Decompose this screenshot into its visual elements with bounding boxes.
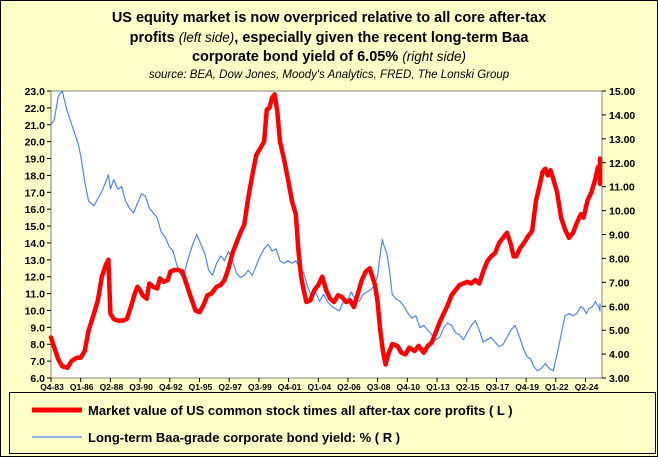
- x-tick-label: Q2-97: [218, 382, 242, 391]
- legend-label-baa-yield: Long-term Baa-grade corporate bond yield…: [88, 429, 401, 445]
- x-tick-label: Q3-99: [248, 382, 272, 391]
- left-tick-label: 11.0: [25, 289, 45, 301]
- x-tick-label: Q4-92: [159, 382, 183, 391]
- x-axis: Q4-83 Q1-86 Q2-88 Q3-90 Q4-92 Q1-95 Q2-97 Q3-99…: [40, 378, 599, 391]
- legend-item-stock-profits: Market value of US common stock times al…: [10, 400, 513, 420]
- x-tick-label: Q4-01: [278, 382, 302, 391]
- chart-title-line-2: profits (left side), especially given th…: [1, 30, 657, 46]
- series-line-baa-yield: [50, 90, 601, 372]
- x-tick-label: Q1-22: [545, 382, 569, 391]
- right-tick-label: 8.00: [609, 253, 630, 265]
- x-tick-label: Q1-95: [189, 382, 213, 391]
- x-tick-label: Q1-86: [70, 382, 94, 391]
- legend-swatch-red: [32, 407, 82, 413]
- legend-label-stock-profits: Market value of US common stock times al…: [88, 402, 513, 418]
- right-tick-label: 11.00: [609, 182, 635, 194]
- x-tick-label: Q4-83: [40, 382, 64, 391]
- chart-source: source: BEA, Dow Jones, Moody's Analytic…: [148, 69, 510, 81]
- left-tick-label: 13.0: [25, 255, 46, 267]
- plot-area: [50, 90, 603, 379]
- left-tick-label: 17.0: [25, 187, 46, 199]
- x-tick-label: Q3-90: [129, 382, 153, 391]
- title-text-1: US equity market is now overpriced relat…: [111, 10, 547, 26]
- left-tick-label: 12.0: [25, 272, 46, 284]
- legend-swatch-blue: [32, 436, 82, 438]
- series-layer: [48, 90, 603, 372]
- chart-svg: 6.0 7.0 8.0 9.0 10.0 11.0 12.0 13.0 14.0 15.0 16.0…: [25, 86, 636, 391]
- left-tick-label: 6.0: [30, 373, 45, 385]
- right-tick-label: 10.00: [609, 206, 635, 218]
- title-left-side-note: (left side): [178, 30, 235, 45]
- left-tick-label: 19.0: [25, 154, 46, 166]
- right-tick-label: 3.00: [609, 373, 630, 385]
- left-tick-label: 23.0: [25, 86, 46, 98]
- left-tick-label: 22.0: [25, 103, 46, 115]
- title-right-side-note: (right side): [402, 49, 467, 64]
- left-tick-label: 10.0: [25, 305, 46, 317]
- x-tick-label: Q1-04: [307, 382, 331, 391]
- right-tick-label: 5.00: [609, 325, 630, 337]
- x-tick-label: Q4-19: [515, 382, 539, 391]
- left-tick-label: 20.0: [25, 137, 46, 149]
- left-tick-label: 9.0: [30, 322, 45, 334]
- right-tick-label: 12.00: [609, 158, 635, 170]
- right-tick-label: 6.00: [609, 301, 630, 313]
- x-tick-label: Q2-24: [575, 382, 599, 391]
- title-text-2: profits: [129, 30, 175, 46]
- legend-item-baa-yield: Long-term Baa-grade corporate bond yield…: [10, 427, 400, 447]
- right-tick-label: 15.00: [609, 86, 635, 98]
- left-tick-label: 8.0: [30, 339, 45, 351]
- left-tick-label: 21.0: [25, 120, 46, 132]
- left-tick-label: 7.0: [30, 356, 45, 368]
- title-text-4: corporate bond yield of 6.05%: [191, 49, 399, 65]
- left-axis: 6.0 7.0 8.0 9.0 10.0 11.0 12.0 13.0 14.0 15.0 16.0…: [25, 86, 51, 385]
- title-text-3: , especially given the recent long-term …: [234, 30, 529, 46]
- x-tick-label: Q2-06: [337, 382, 361, 391]
- series-line-stock-profits: [48, 92, 603, 371]
- x-tick-label: Q2-15: [456, 382, 480, 391]
- chart-title-line-3: corporate bond yield of 6.05% (right sid…: [1, 49, 657, 65]
- left-tick-label: 14.0: [25, 238, 46, 250]
- right-tick-label: 9.00: [609, 230, 630, 242]
- right-tick-label: 14.00: [609, 110, 635, 122]
- left-tick-label: 18.0: [25, 170, 46, 182]
- right-tick-label: 7.00: [609, 277, 630, 289]
- x-tick-label: Q4-10: [397, 382, 421, 391]
- right-tick-label: 4.00: [609, 349, 630, 361]
- x-tick-label: Q3-17: [486, 382, 510, 391]
- left-tick-label: 16.0: [25, 204, 46, 216]
- x-tick-label: Q1-13: [426, 382, 450, 391]
- chart-title-line-1: US equity market is now overpriced relat…: [1, 10, 657, 26]
- legend: Market value of US common stock times al…: [9, 392, 656, 454]
- right-axis: 3.00 4.00 5.00 6.00 7.00 8.00 9.00 10.00 11.00 12…: [602, 86, 635, 385]
- right-tick-label: 13.00: [609, 134, 635, 146]
- x-tick-label: Q3-08: [367, 382, 391, 391]
- x-tick-label: Q2-88: [100, 382, 124, 391]
- left-tick-label: 15.0: [25, 221, 46, 233]
